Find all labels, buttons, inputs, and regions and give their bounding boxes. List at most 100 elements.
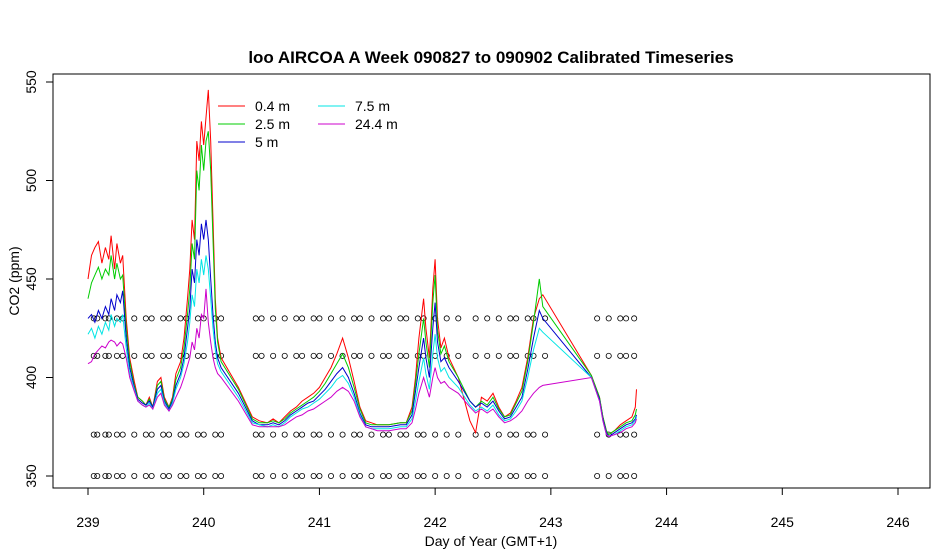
sample-marker bbox=[617, 472, 624, 479]
sample-marker bbox=[212, 431, 219, 438]
sample-marker bbox=[165, 352, 172, 359]
x-axis-label: Day of Year (GMT+1) bbox=[425, 533, 558, 549]
sample-marker bbox=[142, 352, 149, 359]
sample-marker bbox=[623, 315, 630, 322]
sample-marker bbox=[113, 431, 120, 438]
sample-marker bbox=[631, 352, 638, 359]
x-tick-label: 245 bbox=[771, 514, 795, 530]
sample-marker bbox=[165, 315, 172, 322]
sample-marker bbox=[299, 315, 306, 322]
sample-marker bbox=[455, 431, 462, 438]
sample-marker bbox=[212, 472, 219, 479]
sample-marker bbox=[495, 315, 502, 322]
sample-marker bbox=[617, 315, 624, 322]
sample-marker bbox=[414, 472, 421, 479]
sample-marker bbox=[142, 315, 149, 322]
sample-marker bbox=[484, 431, 491, 438]
sample-marker bbox=[148, 431, 155, 438]
sample-marker bbox=[327, 431, 334, 438]
sample-marker bbox=[252, 472, 259, 479]
y-tick-label: 550 bbox=[23, 70, 39, 94]
sample-marker bbox=[513, 315, 520, 322]
sample-marker bbox=[513, 352, 520, 359]
sample-marker bbox=[339, 472, 346, 479]
sample-marker bbox=[177, 315, 184, 322]
sample-marker bbox=[177, 472, 184, 479]
x-tick-label: 240 bbox=[192, 514, 216, 530]
legend-label: 2.5 m bbox=[255, 116, 290, 132]
sample-marker bbox=[293, 352, 300, 359]
sample-marker bbox=[414, 431, 421, 438]
sample-marker bbox=[90, 431, 97, 438]
sample-marker bbox=[507, 472, 514, 479]
sample-marker bbox=[397, 472, 404, 479]
sample-marker bbox=[327, 472, 334, 479]
sample-marker bbox=[631, 431, 638, 438]
sample-marker bbox=[293, 472, 300, 479]
sample-marker bbox=[507, 431, 514, 438]
sample-marker bbox=[617, 431, 624, 438]
sample-marker bbox=[351, 352, 358, 359]
series-line-7-5-m bbox=[87, 255, 637, 438]
sample-marker bbox=[90, 472, 97, 479]
sample-marker bbox=[351, 315, 358, 322]
y-tick-label: 400 bbox=[23, 366, 39, 390]
x-axis: 239 240 241 242 243 244 245 246 bbox=[76, 488, 910, 530]
sample-marker bbox=[403, 472, 410, 479]
sample-marker bbox=[432, 431, 439, 438]
sample-marker bbox=[507, 315, 514, 322]
sample-marker bbox=[339, 431, 346, 438]
sample-marker bbox=[94, 472, 101, 479]
sample-marker bbox=[131, 315, 138, 322]
x-tick-label: 244 bbox=[655, 514, 679, 530]
sample-marker bbox=[403, 352, 410, 359]
sample-marker bbox=[542, 352, 549, 359]
sample-marker bbox=[327, 315, 334, 322]
series-line-2-5-m bbox=[87, 131, 637, 436]
chart-title: loo AIRCOA A Week 090827 to 090902 Calib… bbox=[248, 48, 733, 67]
x-tick-label: 243 bbox=[539, 514, 563, 530]
sample-marker bbox=[339, 315, 346, 322]
sample-marker bbox=[513, 431, 520, 438]
sample-marker bbox=[119, 472, 126, 479]
sample-marker bbox=[200, 472, 207, 479]
sample-marker bbox=[524, 472, 531, 479]
sample-marker bbox=[218, 431, 225, 438]
sample-marker bbox=[380, 352, 387, 359]
sample-marker bbox=[623, 352, 630, 359]
sample-marker bbox=[94, 431, 101, 438]
sample-marker bbox=[631, 315, 638, 322]
sample-marker bbox=[194, 352, 201, 359]
sample-marker bbox=[148, 315, 155, 322]
sample-marker bbox=[299, 352, 306, 359]
sample-marker bbox=[594, 315, 601, 322]
sample-marker bbox=[397, 315, 404, 322]
series-layer bbox=[87, 89, 637, 438]
sample-marker bbox=[605, 352, 612, 359]
sample-marker bbox=[102, 431, 109, 438]
sample-marker bbox=[299, 472, 306, 479]
sample-marker bbox=[142, 472, 149, 479]
sample-marker bbox=[380, 315, 387, 322]
sample-marker bbox=[94, 352, 101, 359]
x-tick-label: 239 bbox=[76, 514, 100, 530]
sample-marker bbox=[131, 472, 138, 479]
sample-marker bbox=[310, 352, 317, 359]
sample-marker bbox=[443, 472, 450, 479]
sample-marker bbox=[281, 472, 288, 479]
sample-marker bbox=[252, 315, 259, 322]
sample-marker bbox=[316, 352, 323, 359]
sample-marker bbox=[183, 431, 190, 438]
x-tick-label: 242 bbox=[423, 514, 447, 530]
sample-marker bbox=[142, 431, 149, 438]
y-tick-label: 500 bbox=[23, 169, 39, 193]
sample-marker bbox=[351, 431, 358, 438]
sample-marker bbox=[252, 352, 259, 359]
sample-marker bbox=[385, 431, 392, 438]
sample-marker bbox=[327, 352, 334, 359]
sample-marker bbox=[102, 352, 109, 359]
sample-marker bbox=[530, 352, 537, 359]
sample-marker bbox=[160, 352, 167, 359]
sample-marker bbox=[403, 431, 410, 438]
sample-marker bbox=[385, 315, 392, 322]
